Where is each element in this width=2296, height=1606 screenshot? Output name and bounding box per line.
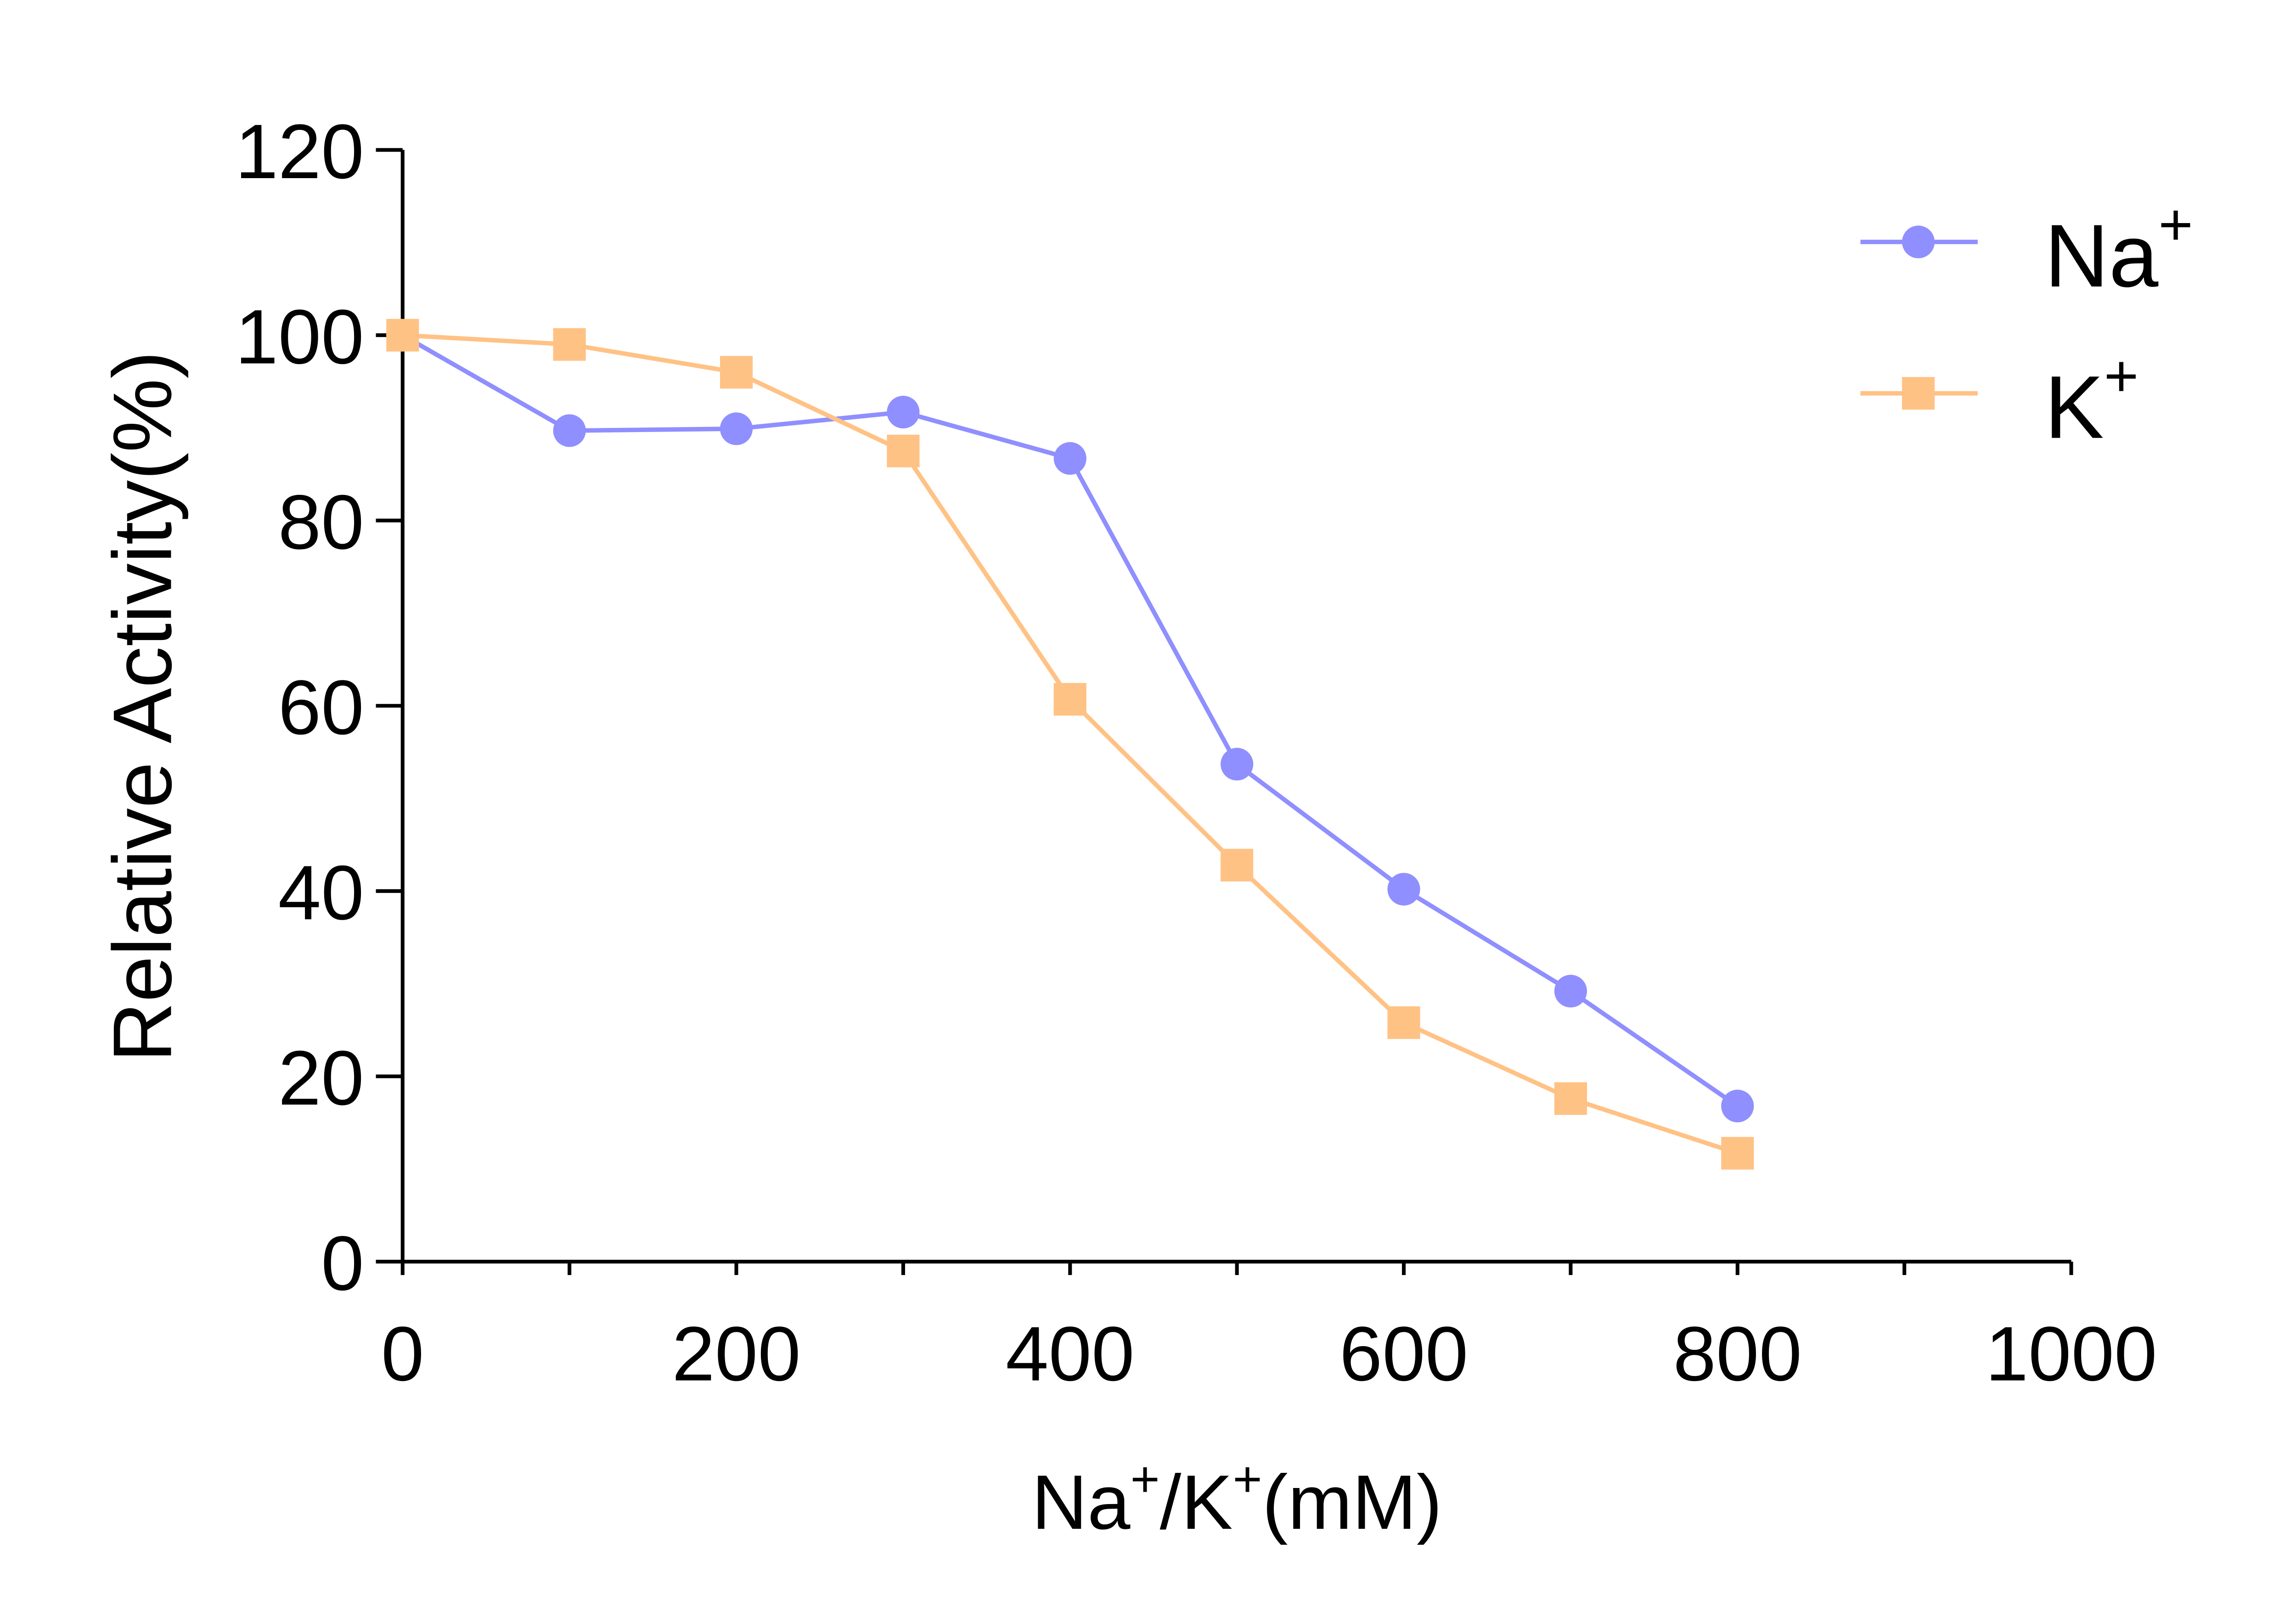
x-tick-label: 400 xyxy=(1006,1311,1134,1397)
data-point xyxy=(1387,873,1420,906)
data-point xyxy=(720,356,753,389)
y-tick-label: 40 xyxy=(278,849,364,936)
y-tick-label: 100 xyxy=(235,294,364,380)
y-axis-label: Relative Activity(%) xyxy=(96,351,189,1062)
data-point xyxy=(1721,1137,1754,1170)
legend-label: K+ xyxy=(2044,343,2138,457)
x-label-part: (mM) xyxy=(1262,1459,1442,1545)
series-k xyxy=(386,319,1754,1170)
data-point xyxy=(1387,1006,1420,1039)
data-point xyxy=(386,319,419,352)
x-tick-label: 600 xyxy=(1339,1311,1468,1397)
data-point xyxy=(1221,747,1254,781)
x-label-sup: + xyxy=(1130,1451,1159,1507)
legend-marker xyxy=(1902,377,1935,410)
data-point xyxy=(553,414,586,447)
y-tick-label: 60 xyxy=(278,664,364,751)
legend-item: Na+ xyxy=(1860,191,2193,306)
data-point xyxy=(887,434,920,467)
legend-item: K+ xyxy=(1860,343,2138,457)
legend-marker xyxy=(1902,225,1935,258)
series-na xyxy=(386,319,1754,1123)
data-point xyxy=(1554,1082,1587,1115)
x-label-part: Na xyxy=(1032,1459,1131,1545)
legend-label-sup: + xyxy=(2104,343,2139,409)
data-point xyxy=(887,396,920,429)
y-tick-label: 0 xyxy=(321,1220,364,1306)
data-point xyxy=(1221,848,1254,882)
legend-label-text: Na xyxy=(2044,206,2158,306)
data-point xyxy=(1554,975,1587,1008)
y-tick-label: 80 xyxy=(278,479,364,565)
x-axis-label: Na+/K+(mM) xyxy=(1032,1451,1442,1545)
data-point xyxy=(720,412,753,445)
x-label-part: /K xyxy=(1160,1459,1233,1545)
legend-label: Na+ xyxy=(2044,191,2193,306)
legend-label-text: K xyxy=(2044,358,2104,457)
x-tick-label: 200 xyxy=(672,1311,800,1397)
x-tick-label: 0 xyxy=(381,1311,424,1397)
legend: Na+K+ xyxy=(1860,191,2193,457)
x-tick-label: 800 xyxy=(1673,1311,1802,1397)
data-point xyxy=(553,328,586,361)
y-tick-label: 120 xyxy=(235,108,364,195)
y-tick-label: 20 xyxy=(278,1035,364,1121)
x-tick-label: 1000 xyxy=(1986,1311,2157,1397)
x-label-sup: + xyxy=(1233,1451,1262,1507)
legend-label-sup: + xyxy=(2158,191,2193,258)
axes: 0 200 400 600 800 1000 0 20 40 60 80 100 120 xyxy=(235,108,2157,1397)
data-point xyxy=(1053,683,1086,716)
data-point xyxy=(1721,1089,1754,1123)
data-point xyxy=(1053,442,1086,475)
series-layer xyxy=(386,319,1754,1170)
